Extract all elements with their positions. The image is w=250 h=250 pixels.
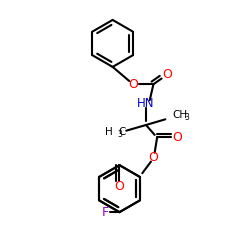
- Text: O: O: [162, 68, 172, 81]
- Text: 3: 3: [117, 130, 122, 139]
- Text: H: H: [106, 127, 113, 137]
- Text: CH: CH: [172, 110, 187, 120]
- Text: O: O: [129, 78, 138, 91]
- Text: O: O: [172, 131, 182, 144]
- Text: C: C: [118, 127, 126, 137]
- Text: F: F: [102, 206, 109, 219]
- Text: HN: HN: [137, 98, 155, 110]
- Text: 3: 3: [184, 113, 189, 122]
- Text: O: O: [148, 151, 158, 164]
- Text: O: O: [114, 180, 124, 193]
